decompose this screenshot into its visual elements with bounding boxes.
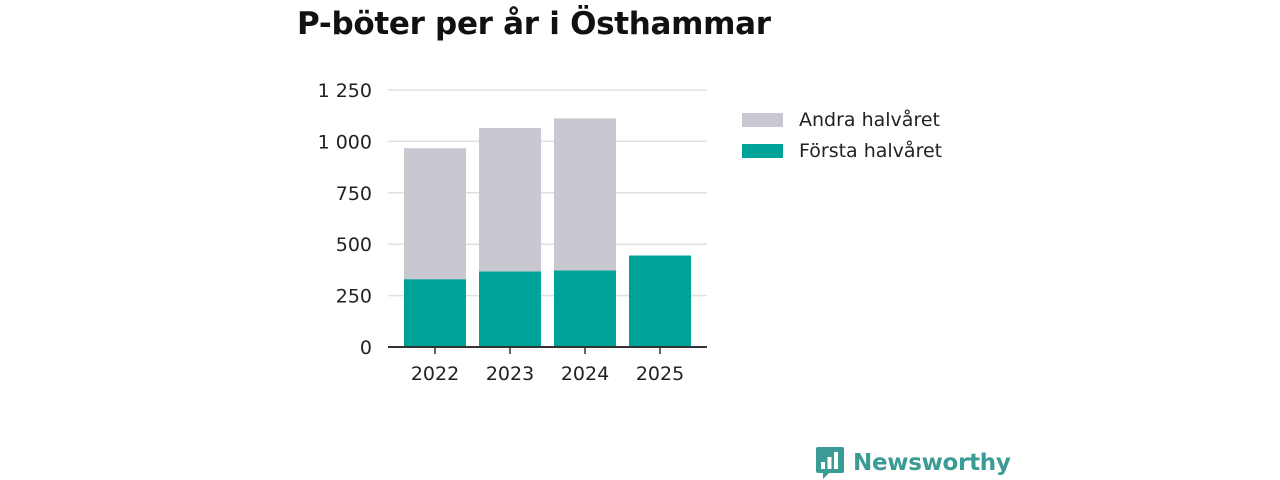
legend-label: Andra halvåret <box>799 108 940 131</box>
bars <box>404 118 691 347</box>
x-tick-label: 2022 <box>411 363 459 385</box>
brand-name: Newsworthy <box>853 450 1011 476</box>
chart-title: P-böter per år i Östhammar <box>297 6 771 42</box>
bar-2022-f-rsta-halv-ret[interactable] <box>404 279 466 347</box>
x-axis-labels: 2022 2023 2024 2025 <box>411 363 684 385</box>
legend-swatch-andra-halvaret <box>742 112 783 127</box>
legend: Andra halvåret Första halvåret <box>742 104 942 166</box>
x-tick-label: 2023 <box>486 363 534 385</box>
newsworthy-brand[interactable]: Newsworthy <box>815 446 1011 480</box>
bar-2023-f-rsta-halv-ret[interactable] <box>479 271 541 347</box>
y-tick-label: 1 000 <box>318 131 372 153</box>
x-axis-ticks <box>434 347 661 354</box>
legend-swatch-forsta-halvaret <box>742 143 783 158</box>
y-tick-label: 750 <box>336 183 372 205</box>
y-tick-label: 1 250 <box>318 80 372 102</box>
y-tick-label: 500 <box>336 234 372 256</box>
legend-item-forsta-halvaret[interactable]: Första halvåret <box>742 135 942 166</box>
legend-item-andra-halvaret[interactable]: Andra halvåret <box>742 104 942 135</box>
bar-2023-andra-halv-ret[interactable] <box>479 128 541 272</box>
y-axis-labels: 0 250 500 750 1 000 1 250 <box>318 80 372 359</box>
bar-2022-andra-halv-ret[interactable] <box>404 148 466 280</box>
y-tick-label: 250 <box>336 286 372 308</box>
x-tick-label: 2025 <box>636 363 684 385</box>
bar-2024-f-rsta-halv-ret[interactable] <box>554 270 616 347</box>
legend-label: Första halvåret <box>799 139 943 162</box>
bar-2024-andra-halv-ret[interactable] <box>554 118 616 271</box>
bar-chart-speech-bubble-icon <box>816 447 844 479</box>
x-tick-label: 2024 <box>561 363 609 385</box>
y-tick-label: 0 <box>360 337 372 359</box>
bar-2025-f-rsta-halv-ret[interactable] <box>629 255 691 347</box>
